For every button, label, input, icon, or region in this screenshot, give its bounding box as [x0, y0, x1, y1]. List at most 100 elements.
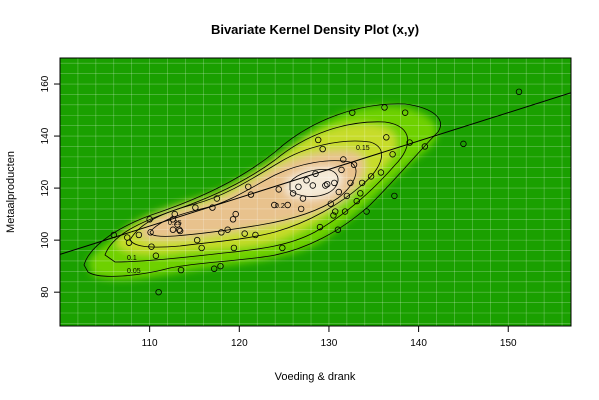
data-point [176, 227, 184, 235]
y-tick-label: 160 [40, 75, 51, 92]
x-axis: 110 120 130 140 150 [142, 326, 517, 349]
data-point [323, 180, 331, 188]
data-point [460, 140, 467, 148]
contour-label-010: 0.1 [127, 255, 137, 262]
data-point [193, 236, 201, 244]
contour-015 [129, 140, 382, 248]
data-point [147, 229, 154, 236]
data-point [279, 244, 286, 252]
data-point [192, 204, 199, 211]
data-point [177, 266, 185, 274]
data-point [303, 177, 310, 184]
x-tick-label: 140 [410, 338, 427, 349]
data-point [391, 192, 398, 200]
data-point [389, 151, 396, 158]
data-point [322, 182, 329, 189]
data-points [110, 88, 523, 296]
y-axis: 80 100 120 140 160 [40, 75, 60, 298]
data-point [171, 210, 178, 218]
data-point [210, 265, 218, 272]
data-point [316, 223, 324, 231]
data-point [209, 204, 216, 211]
data-point [224, 226, 231, 233]
data-point [367, 173, 375, 180]
data-point [331, 179, 338, 187]
data-point [229, 216, 237, 223]
data-point [110, 231, 117, 239]
data-point [338, 166, 345, 174]
x-axis-label: Voeding & drank [275, 371, 356, 383]
data-point [284, 201, 291, 209]
data-point [350, 161, 358, 168]
y-tick-label: 80 [40, 286, 51, 298]
contour-010 [104, 121, 409, 263]
data-point [312, 170, 319, 177]
data-point [247, 191, 255, 198]
data-point [515, 88, 523, 96]
y-tick-label: 100 [40, 231, 51, 248]
data-point [176, 226, 183, 233]
data-point [252, 231, 259, 239]
data-point [332, 208, 339, 215]
data-point [309, 182, 317, 189]
y-axis-label: Metaalproducten [5, 151, 17, 233]
grid-lines [60, 58, 571, 326]
data-point [421, 143, 429, 150]
data-point [383, 134, 390, 141]
data-point [327, 200, 334, 207]
data-point [340, 156, 347, 163]
data-point [335, 188, 343, 196]
contour-label-015: 0.15 [356, 145, 370, 152]
chart-title: Bivariate Kernel Density Plot (x,y) [211, 22, 419, 37]
data-point [330, 212, 337, 219]
data-point [289, 190, 297, 197]
plot-area: 0.05 0.1 0.15 0.2 0.25 [60, 58, 571, 326]
data-point [349, 109, 356, 116]
contour-005 [83, 103, 441, 277]
data-point [241, 230, 248, 237]
data-point [125, 239, 133, 246]
data-point [155, 288, 162, 296]
data-point [213, 195, 221, 202]
data-point [198, 244, 205, 252]
y-tick-label: 120 [40, 179, 51, 196]
data-point [347, 179, 354, 187]
data-point [295, 183, 302, 190]
x-tick-label: 130 [321, 338, 338, 349]
data-point [341, 208, 349, 215]
contour-label-020: 0.2 [275, 203, 285, 210]
data-point [148, 243, 155, 250]
data-point [406, 139, 413, 146]
data-point [230, 244, 238, 252]
plot-frame [59, 57, 572, 327]
data-point [377, 169, 385, 176]
contour-label-005: 0.05 [127, 268, 141, 275]
data-point [334, 226, 342, 233]
x-tick-label: 110 [142, 338, 158, 349]
data-point [381, 104, 388, 111]
data-point [363, 208, 370, 215]
data-point [401, 109, 409, 116]
data-point [135, 231, 143, 239]
data-point [275, 186, 282, 193]
data-point [343, 192, 351, 200]
x-tick-label: 120 [231, 338, 248, 349]
data-point [271, 201, 278, 209]
data-point [169, 226, 177, 233]
data-point [314, 136, 322, 144]
data-point [297, 205, 305, 213]
data-point [152, 252, 160, 259]
data-point [217, 262, 224, 270]
data-point [319, 145, 326, 153]
data-point [358, 179, 366, 187]
data-point [232, 210, 239, 218]
data-point [353, 197, 360, 205]
data-point [299, 195, 307, 202]
y-tick-label: 140 [40, 127, 51, 144]
data-point [218, 229, 225, 236]
regression-line [60, 92, 571, 255]
data-point [146, 216, 153, 223]
data-point [245, 183, 252, 190]
x-tick-label: 150 [500, 338, 517, 349]
